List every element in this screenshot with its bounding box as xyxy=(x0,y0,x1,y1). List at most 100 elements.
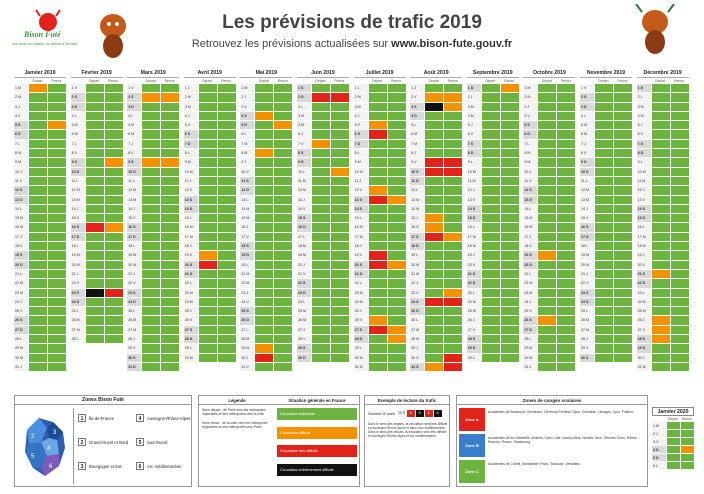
calendar-day[interactable]: 12 M xyxy=(127,186,180,196)
calendar-day[interactable]: 7 L xyxy=(14,139,66,150)
calendar-day[interactable]: 1 M xyxy=(652,422,694,430)
calendar-day[interactable]: 5 S xyxy=(523,121,576,131)
calendar-day[interactable]: 1 V xyxy=(127,84,180,94)
calendar-day[interactable]: 19 M xyxy=(70,251,123,261)
calendar-day[interactable]: 13 M xyxy=(580,195,632,205)
calendar-day[interactable]: 8 J xyxy=(410,149,463,159)
calendar-day[interactable]: 17 M xyxy=(466,232,519,243)
calendar-day[interactable]: 21 D xyxy=(183,269,236,280)
calendar-day[interactable]: 19 D xyxy=(240,251,293,261)
calendar-day[interactable]: 4 M xyxy=(466,111,519,122)
calendar-day[interactable]: 12 J xyxy=(466,186,519,196)
calendar-day[interactable]: 18 J xyxy=(353,242,406,252)
calendar-day[interactable]: 29 V xyxy=(580,344,632,354)
calendar-day[interactable]: 3 D xyxy=(70,102,123,112)
calendar-day[interactable]: 26 M xyxy=(297,316,349,326)
calendar-day[interactable]: 5 M xyxy=(580,121,632,131)
calendar-day[interactable]: 20 L xyxy=(240,260,293,270)
calendar-day[interactable]: 10 V xyxy=(240,167,293,177)
calendar-day[interactable]: 2 S xyxy=(580,93,632,103)
calendar-day[interactable]: 29 M xyxy=(240,344,293,354)
calendar-day[interactable]: 14 M xyxy=(410,204,463,215)
calendar-day[interactable]: 8 L xyxy=(353,149,406,159)
calendar-day[interactable]: 7 M xyxy=(410,139,463,150)
calendar-day[interactable]: 23 S xyxy=(580,288,632,298)
calendar-day[interactable]: 15 V xyxy=(70,214,123,224)
calendar-day[interactable]: 30 V xyxy=(410,353,463,363)
calendar-day[interactable]: 17 L xyxy=(297,232,349,243)
calendar-day[interactable]: 17 D xyxy=(127,232,180,243)
calendar-day[interactable]: 19 M xyxy=(580,251,632,261)
calendar-day[interactable]: 31 S xyxy=(410,362,463,373)
calendar-day[interactable]: 10 M xyxy=(466,167,519,177)
calendar-day[interactable]: 1 V xyxy=(70,84,123,94)
calendar-day[interactable]: 24 V xyxy=(240,297,293,308)
calendar-day[interactable]: 20 M xyxy=(70,260,123,270)
calendar-day[interactable]: 2 L xyxy=(636,93,689,103)
calendar-day[interactable]: 9 M xyxy=(353,158,406,168)
calendar-day[interactable]: 31 J xyxy=(14,362,66,373)
calendar-day[interactable]: 4 J xyxy=(183,111,236,122)
calendar-day[interactable]: 5 M xyxy=(70,121,123,131)
calendar-day[interactable]: 12 M xyxy=(297,186,349,196)
calendar-day[interactable]: 7 D xyxy=(183,139,236,150)
calendar-day[interactable]: 4 L xyxy=(580,111,632,122)
calendar-day[interactable]: 4 L xyxy=(127,111,180,122)
calendar-day[interactable]: 9 M xyxy=(183,158,236,168)
calendar-day[interactable]: 9 M xyxy=(523,158,576,168)
calendar-day[interactable]: 20 S xyxy=(183,260,236,270)
calendar-day[interactable]: 31 M xyxy=(353,362,406,373)
calendar-day[interactable]: 18 V xyxy=(14,242,66,252)
calendar-day[interactable]: 16 J xyxy=(240,223,293,233)
calendar-day[interactable]: 3 J xyxy=(523,102,576,112)
calendar-day[interactable]: 10 D xyxy=(70,167,123,177)
calendar-day[interactable]: 19 V xyxy=(353,251,406,261)
calendar-day[interactable]: 14 D xyxy=(353,204,406,215)
calendar-day[interactable]: 9 S xyxy=(70,158,123,168)
calendar-day[interactable]: 5 J xyxy=(636,121,689,131)
calendar-day[interactable]: 25 L xyxy=(580,307,632,317)
calendar-day[interactable]: 4 V xyxy=(14,111,66,122)
calendar-day[interactable]: 26 J xyxy=(466,316,519,326)
calendar-day[interactable]: 5 D xyxy=(652,454,694,462)
calendar-day[interactable]: 5 J xyxy=(466,121,519,131)
calendar-day[interactable]: 29 M xyxy=(523,344,576,354)
calendar-day[interactable]: 2 S xyxy=(127,93,180,103)
calendar-day[interactable]: 16 V xyxy=(410,223,463,233)
calendar-day[interactable]: 18 M xyxy=(636,242,689,252)
calendar-day[interactable]: 6 D xyxy=(14,130,66,140)
calendar-day[interactable]: 27 D xyxy=(14,325,66,336)
calendar-day[interactable]: 29 D xyxy=(466,344,519,354)
calendar-day[interactable]: 25 J xyxy=(183,307,236,317)
calendar-day[interactable]: 27 M xyxy=(70,325,123,336)
calendar-day[interactable]: 9 J xyxy=(240,158,293,168)
calendar-day[interactable]: 6 L xyxy=(652,462,694,470)
calendar-day[interactable]: 22 V xyxy=(580,279,632,289)
calendar-day[interactable]: 10 D xyxy=(127,167,180,177)
calendar-day[interactable]: 10 D xyxy=(580,167,632,177)
calendar-day[interactable]: 30 M xyxy=(523,353,576,363)
calendar-day[interactable]: 6 S xyxy=(183,130,236,140)
calendar-day[interactable]: 28 J xyxy=(127,335,180,345)
calendar-day[interactable]: 30 S xyxy=(127,353,180,363)
calendar-day[interactable]: 28 V xyxy=(297,335,349,345)
calendar-day[interactable]: 6 M xyxy=(410,130,463,140)
calendar-day[interactable]: 26 M xyxy=(580,316,632,326)
calendar-day[interactable]: 3 V xyxy=(240,102,293,112)
calendar-day[interactable]: 7 V xyxy=(297,139,349,150)
calendar-day[interactable]: 21 S xyxy=(466,269,519,280)
calendar-day[interactable]: 14 J xyxy=(127,204,180,215)
calendar-day[interactable]: 13 M xyxy=(127,195,180,205)
calendar-day[interactable]: 7 L xyxy=(523,139,576,150)
calendar-day[interactable]: 31 V xyxy=(240,362,293,373)
calendar-day[interactable]: 20 D xyxy=(14,260,66,270)
calendar-day[interactable]: 23 M xyxy=(14,288,66,298)
calendar-day[interactable]: 30 L xyxy=(636,353,689,363)
calendar-day[interactable]: 27 M xyxy=(580,325,632,336)
calendar-day[interactable]: 15 D xyxy=(466,214,519,224)
calendar-day[interactable]: 24 J xyxy=(14,297,66,308)
calendar-day[interactable]: 19 L xyxy=(410,251,463,261)
calendar-day[interactable]: 8 M xyxy=(523,149,576,159)
calendar-day[interactable]: 15 J xyxy=(410,214,463,224)
calendar-day[interactable]: 26 V xyxy=(353,316,406,326)
